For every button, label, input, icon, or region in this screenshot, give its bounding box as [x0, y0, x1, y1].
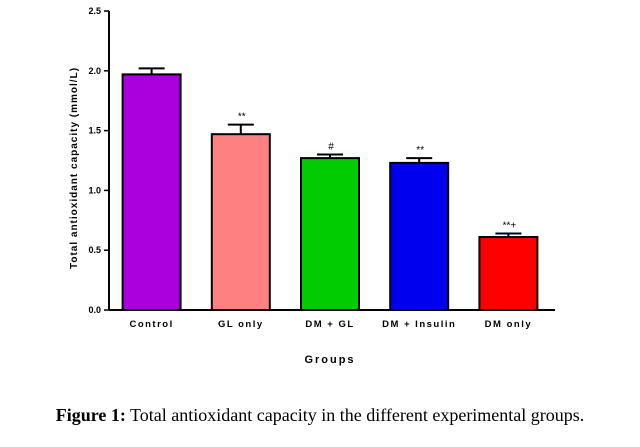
significance-label: ** [416, 145, 424, 156]
bar-chart: 0.0 0.5 1.0 1.5 2.0 2.5 ** # ** **+ Control GL on… [69, 6, 555, 366]
x-tick-label: GL only [218, 319, 264, 330]
significance-label: ** [238, 112, 246, 123]
y-tick-label: 1.5 [88, 126, 101, 136]
x-tick-label: DM + GL [305, 319, 354, 330]
significance-label: **+ [503, 220, 517, 231]
bar [121, 73, 182, 311]
caption-text: Total antioxidant capacity in the differ… [125, 405, 585, 425]
y-tick-label: 2.0 [88, 66, 101, 76]
bar [210, 133, 271, 311]
y-axis-title: Total antioxidant capacity (mmol/L) [69, 67, 80, 269]
bar [478, 236, 539, 312]
y-tick-label: 0.5 [88, 245, 101, 255]
x-tick-label: DM + Insulin [382, 319, 456, 330]
y-tick-label: 2.5 [88, 6, 101, 16]
figure-caption: Figure 1: Total antioxidant capacity in … [0, 405, 640, 426]
bar [300, 157, 360, 311]
significance-label: # [328, 142, 334, 153]
x-tick-label: Control [129, 319, 173, 330]
bar [389, 161, 450, 311]
y-tick-label: 1.0 [88, 185, 101, 195]
y-tick-label: 0.0 [88, 305, 101, 315]
x-tick-label: DM only [485, 319, 532, 330]
y-axis: 0.0 0.5 1.0 1.5 2.0 2.5 [88, 6, 110, 315]
x-axis-title: Groups [304, 354, 355, 366]
bars: ** # ** **+ [121, 67, 539, 312]
x-axis: Control GL only DM + GL DM + Insulin DM only [109, 309, 555, 330]
caption-label: Figure 1: [55, 405, 126, 425]
